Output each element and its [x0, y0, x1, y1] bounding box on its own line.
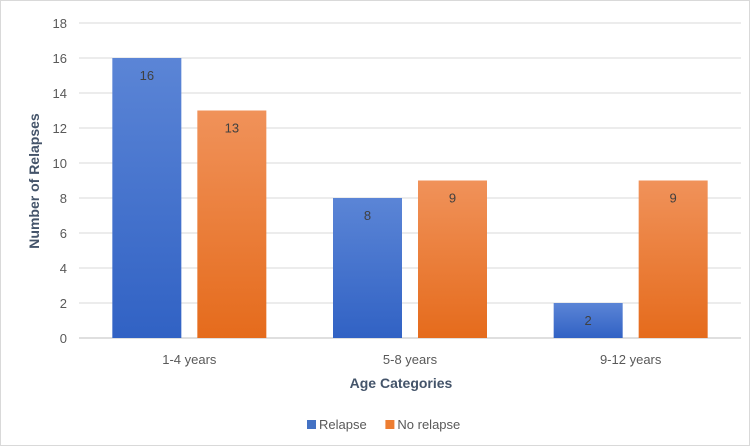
y-tick-label: 16 [53, 51, 67, 66]
bar-no-relapse [197, 110, 267, 338]
y-tick-label: 4 [60, 261, 67, 276]
y-tick-label: 6 [60, 226, 67, 241]
legend-swatch [307, 420, 316, 429]
x-axis-ticks: 1-4 years 5-8 years 9-12 years [162, 352, 662, 367]
data-label: 9 [449, 191, 456, 206]
bar-no-relapse [638, 180, 708, 338]
y-tick-label: 12 [53, 121, 67, 136]
y-axis-ticks: 0 2 4 6 8 10 12 14 16 18 [53, 16, 67, 346]
data-labels: 16 13 8 9 2 9 [140, 68, 677, 328]
y-tick-label: 8 [60, 191, 67, 206]
legend-label: No relapse [397, 417, 460, 432]
y-tick-label: 18 [53, 16, 67, 31]
y-axis-title: Number of Relapses [26, 113, 42, 249]
x-tick-label: 1-4 years [162, 352, 217, 367]
bar-relapse [112, 58, 182, 338]
data-label: 8 [364, 208, 371, 223]
data-label: 9 [670, 191, 677, 206]
bar-no-relapse [418, 180, 487, 338]
legend-label: Relapse [319, 417, 367, 432]
legend-swatch [385, 420, 395, 429]
y-tick-label: 2 [60, 296, 67, 311]
data-label: 16 [140, 68, 154, 83]
bar-relapse [333, 198, 402, 338]
bar-relapse [553, 303, 623, 338]
gridlines [79, 22, 741, 339]
x-axis-title: Age Categories [350, 375, 453, 391]
bars [112, 58, 708, 338]
data-label: 13 [225, 121, 239, 136]
y-tick-label: 10 [53, 156, 67, 171]
y-tick-label: 14 [53, 86, 67, 101]
x-tick-label: 9-12 years [600, 352, 662, 367]
x-tick-label: 5-8 years [383, 352, 438, 367]
data-label: 2 [585, 313, 592, 328]
legend: Relapse No relapse [307, 417, 460, 432]
y-tick-label: 0 [60, 331, 67, 346]
